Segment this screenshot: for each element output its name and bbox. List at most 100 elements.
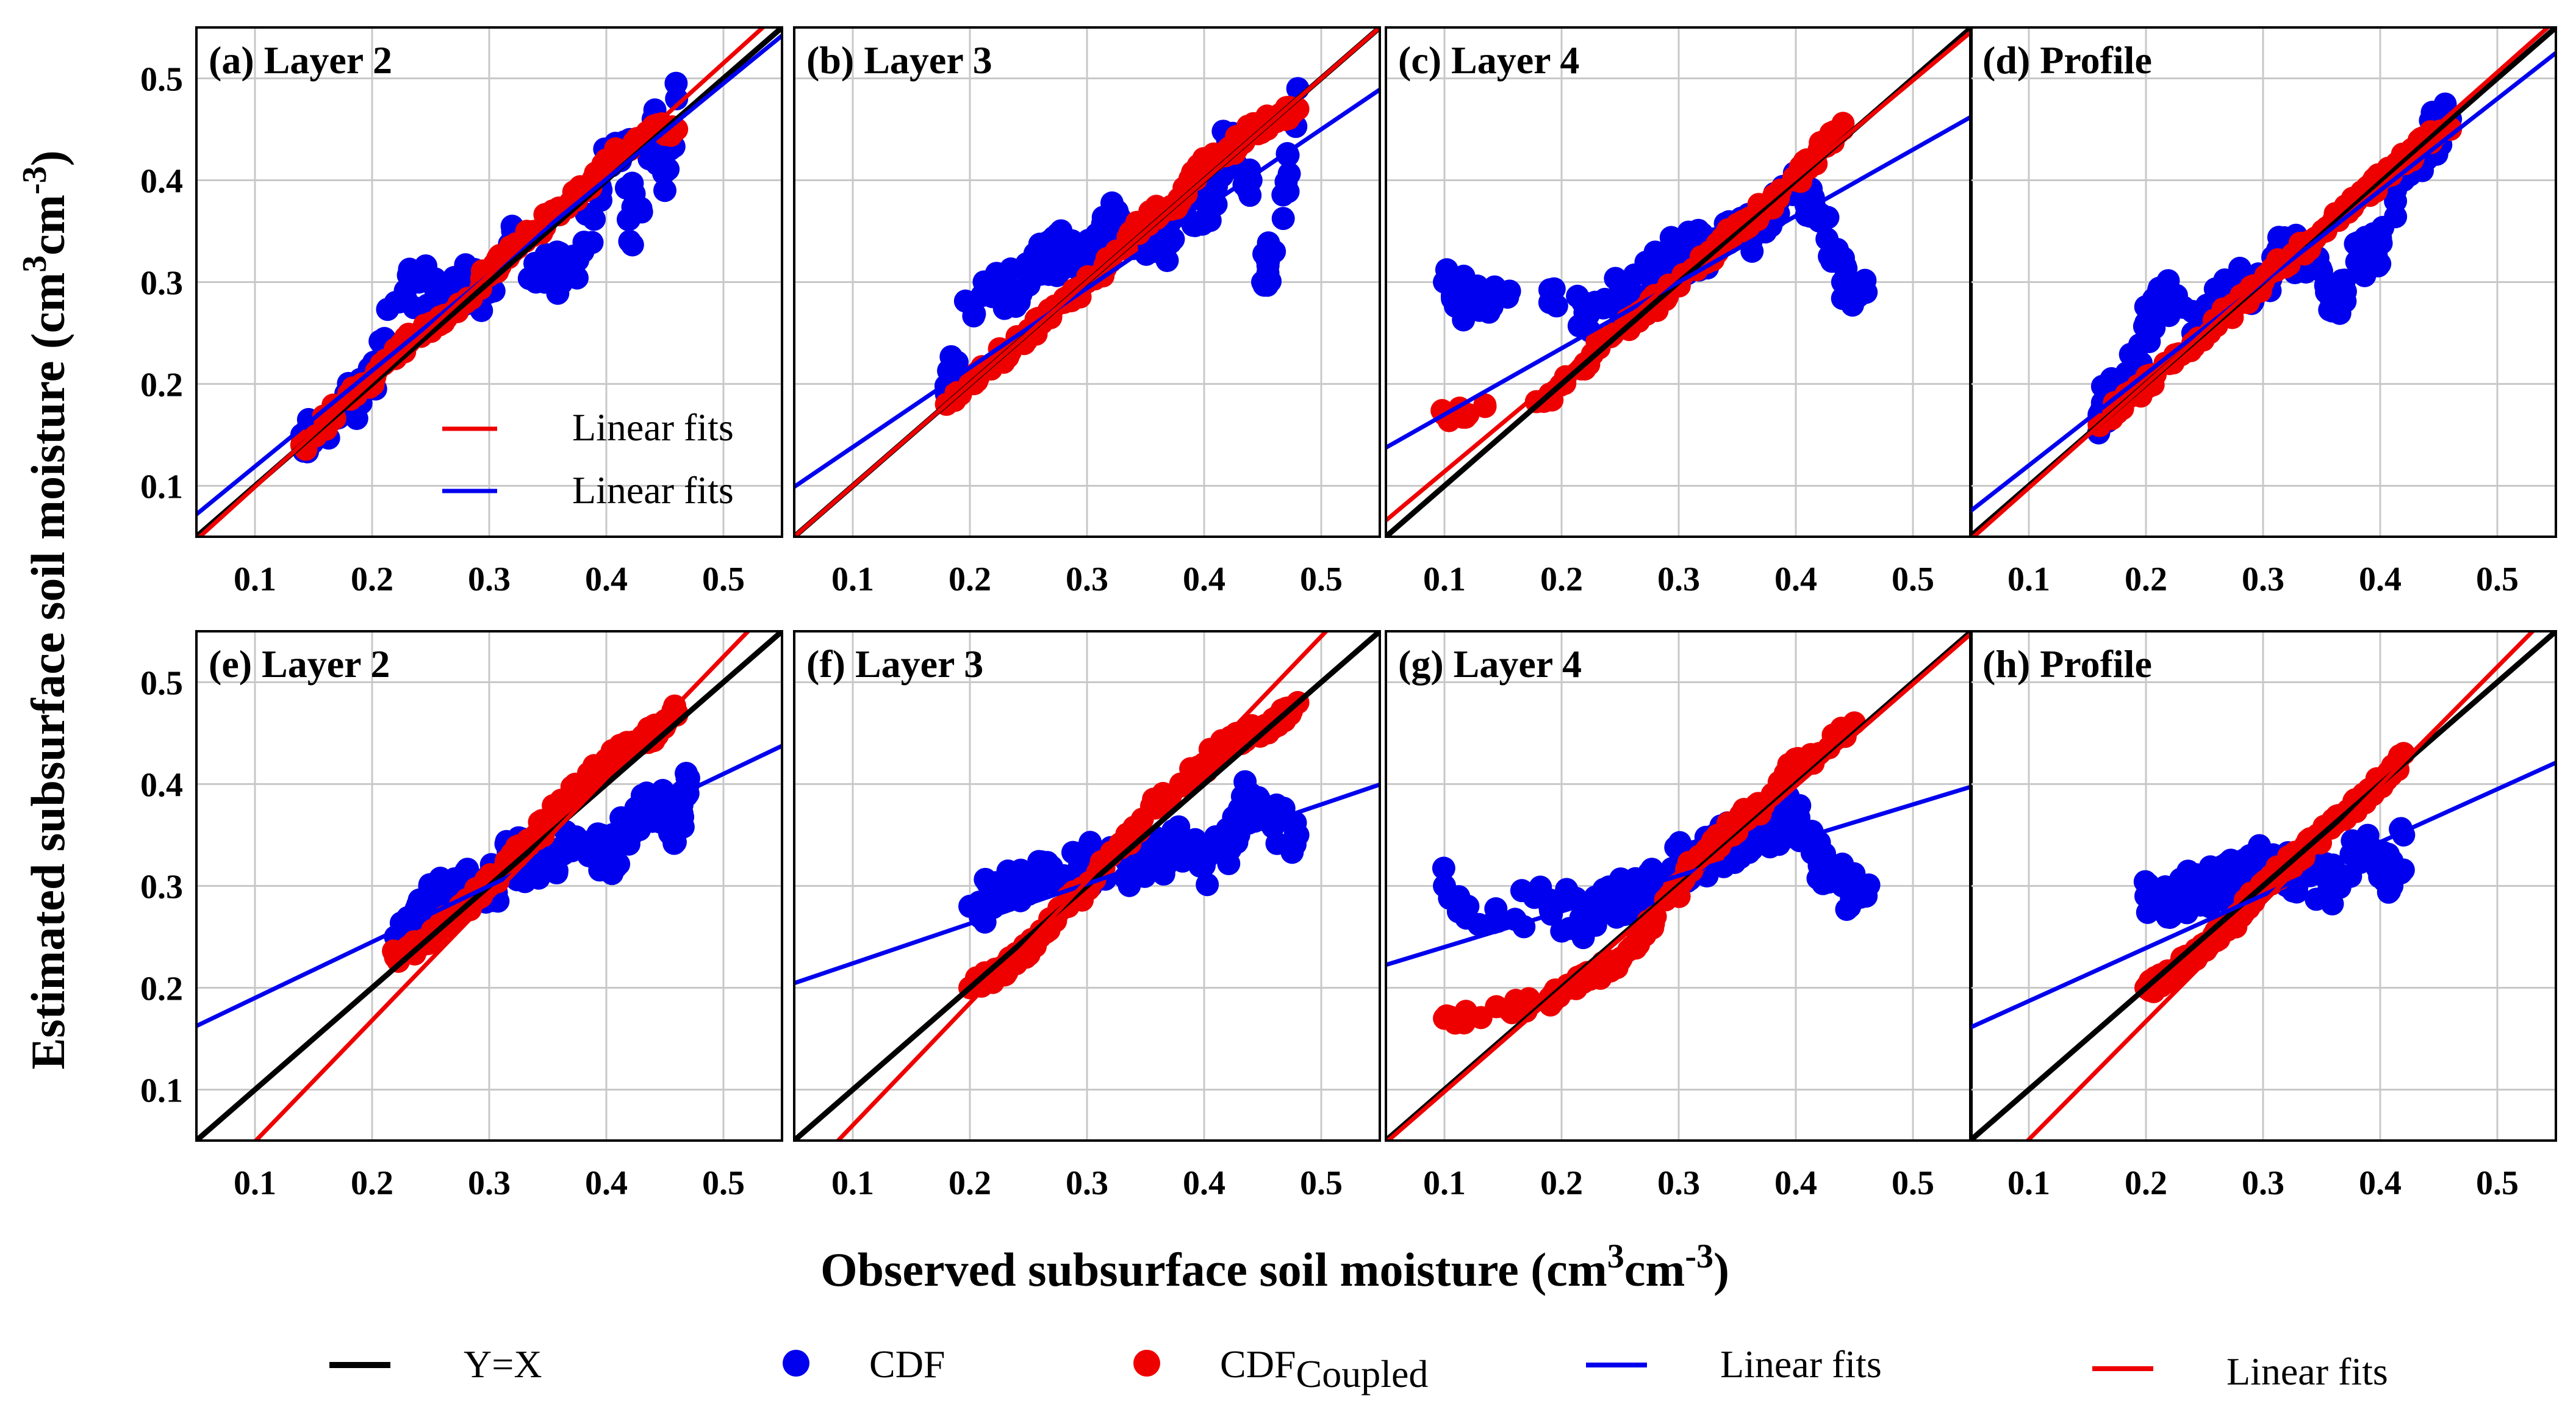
- cdf-point: [664, 71, 688, 95]
- cdf-coupled-point: [1831, 112, 1855, 135]
- x-tick-label: 0.3: [2242, 1164, 2284, 1202]
- cdf-point: [2156, 878, 2180, 902]
- panel-title: (g) Layer 4: [1398, 642, 1582, 686]
- cdf-point: [590, 843, 614, 867]
- cdf-coupled-fit-line: [1386, 29, 1971, 522]
- cdf-coupled-point: [2201, 923, 2225, 947]
- y-axis-label-mid: cm: [21, 195, 74, 256]
- cdf-coupled-fit-line: [1386, 631, 1971, 1141]
- cdf-point: [2361, 222, 2385, 246]
- legend-coupled-sub: Coupled: [1296, 1352, 1429, 1396]
- x-tick-label: 0.4: [585, 561, 628, 598]
- x-tick-label: 0.4: [1774, 1164, 1817, 1202]
- x-tick-label: 0.4: [1183, 1164, 1225, 1202]
- x-tick-label: 0.2: [949, 561, 991, 598]
- x-tick-label: 0.2: [1540, 1164, 1583, 1202]
- cdf-point: [2136, 872, 2160, 896]
- cdf-coupled-point: [1616, 938, 1640, 962]
- x-tick-label: 0.2: [2125, 1164, 2167, 1202]
- x-tick-label: 0.2: [1540, 561, 1583, 598]
- cdf-coupled-point: [1641, 912, 1665, 936]
- cdf-point: [980, 285, 1004, 309]
- y-tick-label: 0.3: [140, 265, 183, 303]
- cdf-point: [1077, 229, 1100, 253]
- yx-line: [1970, 631, 2556, 1141]
- cdf-point: [2137, 330, 2161, 354]
- cdf-fit-line: [1386, 784, 1971, 967]
- y-tick-label: 0.3: [140, 869, 183, 906]
- x-tick-label: 0.5: [1892, 561, 1934, 598]
- cdf-point: [1805, 844, 1829, 868]
- cdf-point: [1538, 278, 1562, 302]
- y-tick-label: 0.5: [140, 665, 183, 703]
- x-tick-label: 0.3: [2242, 561, 2284, 598]
- cdf-point: [620, 233, 644, 257]
- cdf-coupled-point: [998, 946, 1022, 970]
- cdf-point: [533, 270, 557, 294]
- x-tick-label: 0.2: [2125, 561, 2167, 598]
- x-tick-label: 0.5: [1300, 1164, 1343, 1202]
- cdf-coupled-fit-line: [1970, 27, 2552, 537]
- cdf-point: [1571, 290, 1595, 314]
- y-tick-label: 0.4: [140, 767, 183, 804]
- panel-frame: [195, 630, 783, 1142]
- panel-3: (c) Layer 4 0.1 0.2 0.3 0.4 0.5: [1385, 26, 1973, 598]
- plot-area: [1970, 27, 2556, 537]
- cdf-point: [1105, 199, 1129, 223]
- cdf-coupled-point: [2169, 951, 2193, 975]
- cdf-point: [1027, 850, 1050, 873]
- x-tick-label: 0.2: [949, 1164, 991, 1202]
- x-tick-label: 0.2: [351, 1164, 393, 1202]
- panel-frame: [793, 26, 1381, 538]
- panel-4: (d) Profile 0.1 0.2 0.3 0.4 0.5: [1969, 26, 2557, 598]
- x-tick-label: 0.1: [234, 561, 276, 598]
- cdf-point: [1205, 174, 1229, 198]
- x-tick-label: 0.1: [1423, 561, 1466, 598]
- cdf-point: [2122, 346, 2146, 370]
- legend-coupled-main: CDF: [1220, 1342, 1296, 1386]
- x-axis-label: Observed subsurface soil moisture (cm3cm…: [820, 1238, 1729, 1296]
- cdf-point: [2320, 892, 2344, 915]
- cdf-point: [446, 270, 470, 293]
- cdf-coupled-series: [2087, 116, 2463, 437]
- cdf-point: [962, 304, 986, 328]
- y-axis-label-end: ): [21, 150, 74, 166]
- cdf-point: [2189, 875, 2213, 898]
- cdf-point: [1007, 290, 1031, 314]
- y-axis-label: Estimated subsurface soil moisture (cm3c…: [16, 150, 74, 1069]
- panel-frame: [195, 26, 783, 538]
- cdf-point: [620, 818, 644, 842]
- panel-title: (a) Layer 2: [209, 38, 392, 82]
- y-tick-label: 0.4: [140, 163, 183, 201]
- cdf-point: [1240, 787, 1264, 811]
- legend-yx-label: Y=X: [464, 1342, 542, 1386]
- inset-legend-blue-label: Linear fits: [572, 468, 734, 512]
- x-tick-label: 0.4: [585, 1164, 628, 1202]
- cdf-coupled-point: [1151, 198, 1175, 222]
- cdf-coupled-point: [584, 161, 608, 185]
- cdf-point: [2339, 864, 2363, 888]
- cdf-point: [1017, 254, 1041, 278]
- cdf-point: [1027, 876, 1051, 900]
- cdf-point: [1271, 207, 1295, 231]
- plot-area: [1970, 631, 2556, 1141]
- panel-6: (f) Layer 3 0.1 0.2 0.3 0.4 0.5: [793, 630, 1381, 1202]
- cdf-point: [1060, 229, 1084, 253]
- cdf-point: [1450, 276, 1474, 300]
- panel-title: (f) Layer 3: [806, 642, 983, 686]
- bottom-legend: Y=X CDF CDFCoupled Linear fits Linear fi…: [329, 1342, 2388, 1396]
- x-tick-label: 0.4: [2359, 1164, 2402, 1202]
- cdf-point: [2198, 895, 2222, 919]
- cdf-coupled-point: [1829, 716, 1853, 740]
- panel-frame: [1969, 630, 2557, 1142]
- cdf-point: [2379, 857, 2403, 881]
- cdf-point: [1842, 862, 1866, 886]
- panel-7: (g) Layer 4 0.1 0.2 0.3 0.4 0.5: [1385, 630, 1973, 1202]
- panel-5: (e) Layer 2 0.1 0.2 0.3 0.4 0.5 0.1 0.2 0.3 0.4 0.…: [140, 630, 783, 1202]
- cdf-point: [2214, 853, 2237, 877]
- cdf-point: [1432, 856, 1455, 880]
- x-tick-label: 0.5: [1300, 561, 1343, 598]
- cdf-point: [653, 179, 676, 202]
- x-tick-label: 0.5: [2476, 1164, 2519, 1202]
- cdf-coupled-point: [1809, 131, 1832, 154]
